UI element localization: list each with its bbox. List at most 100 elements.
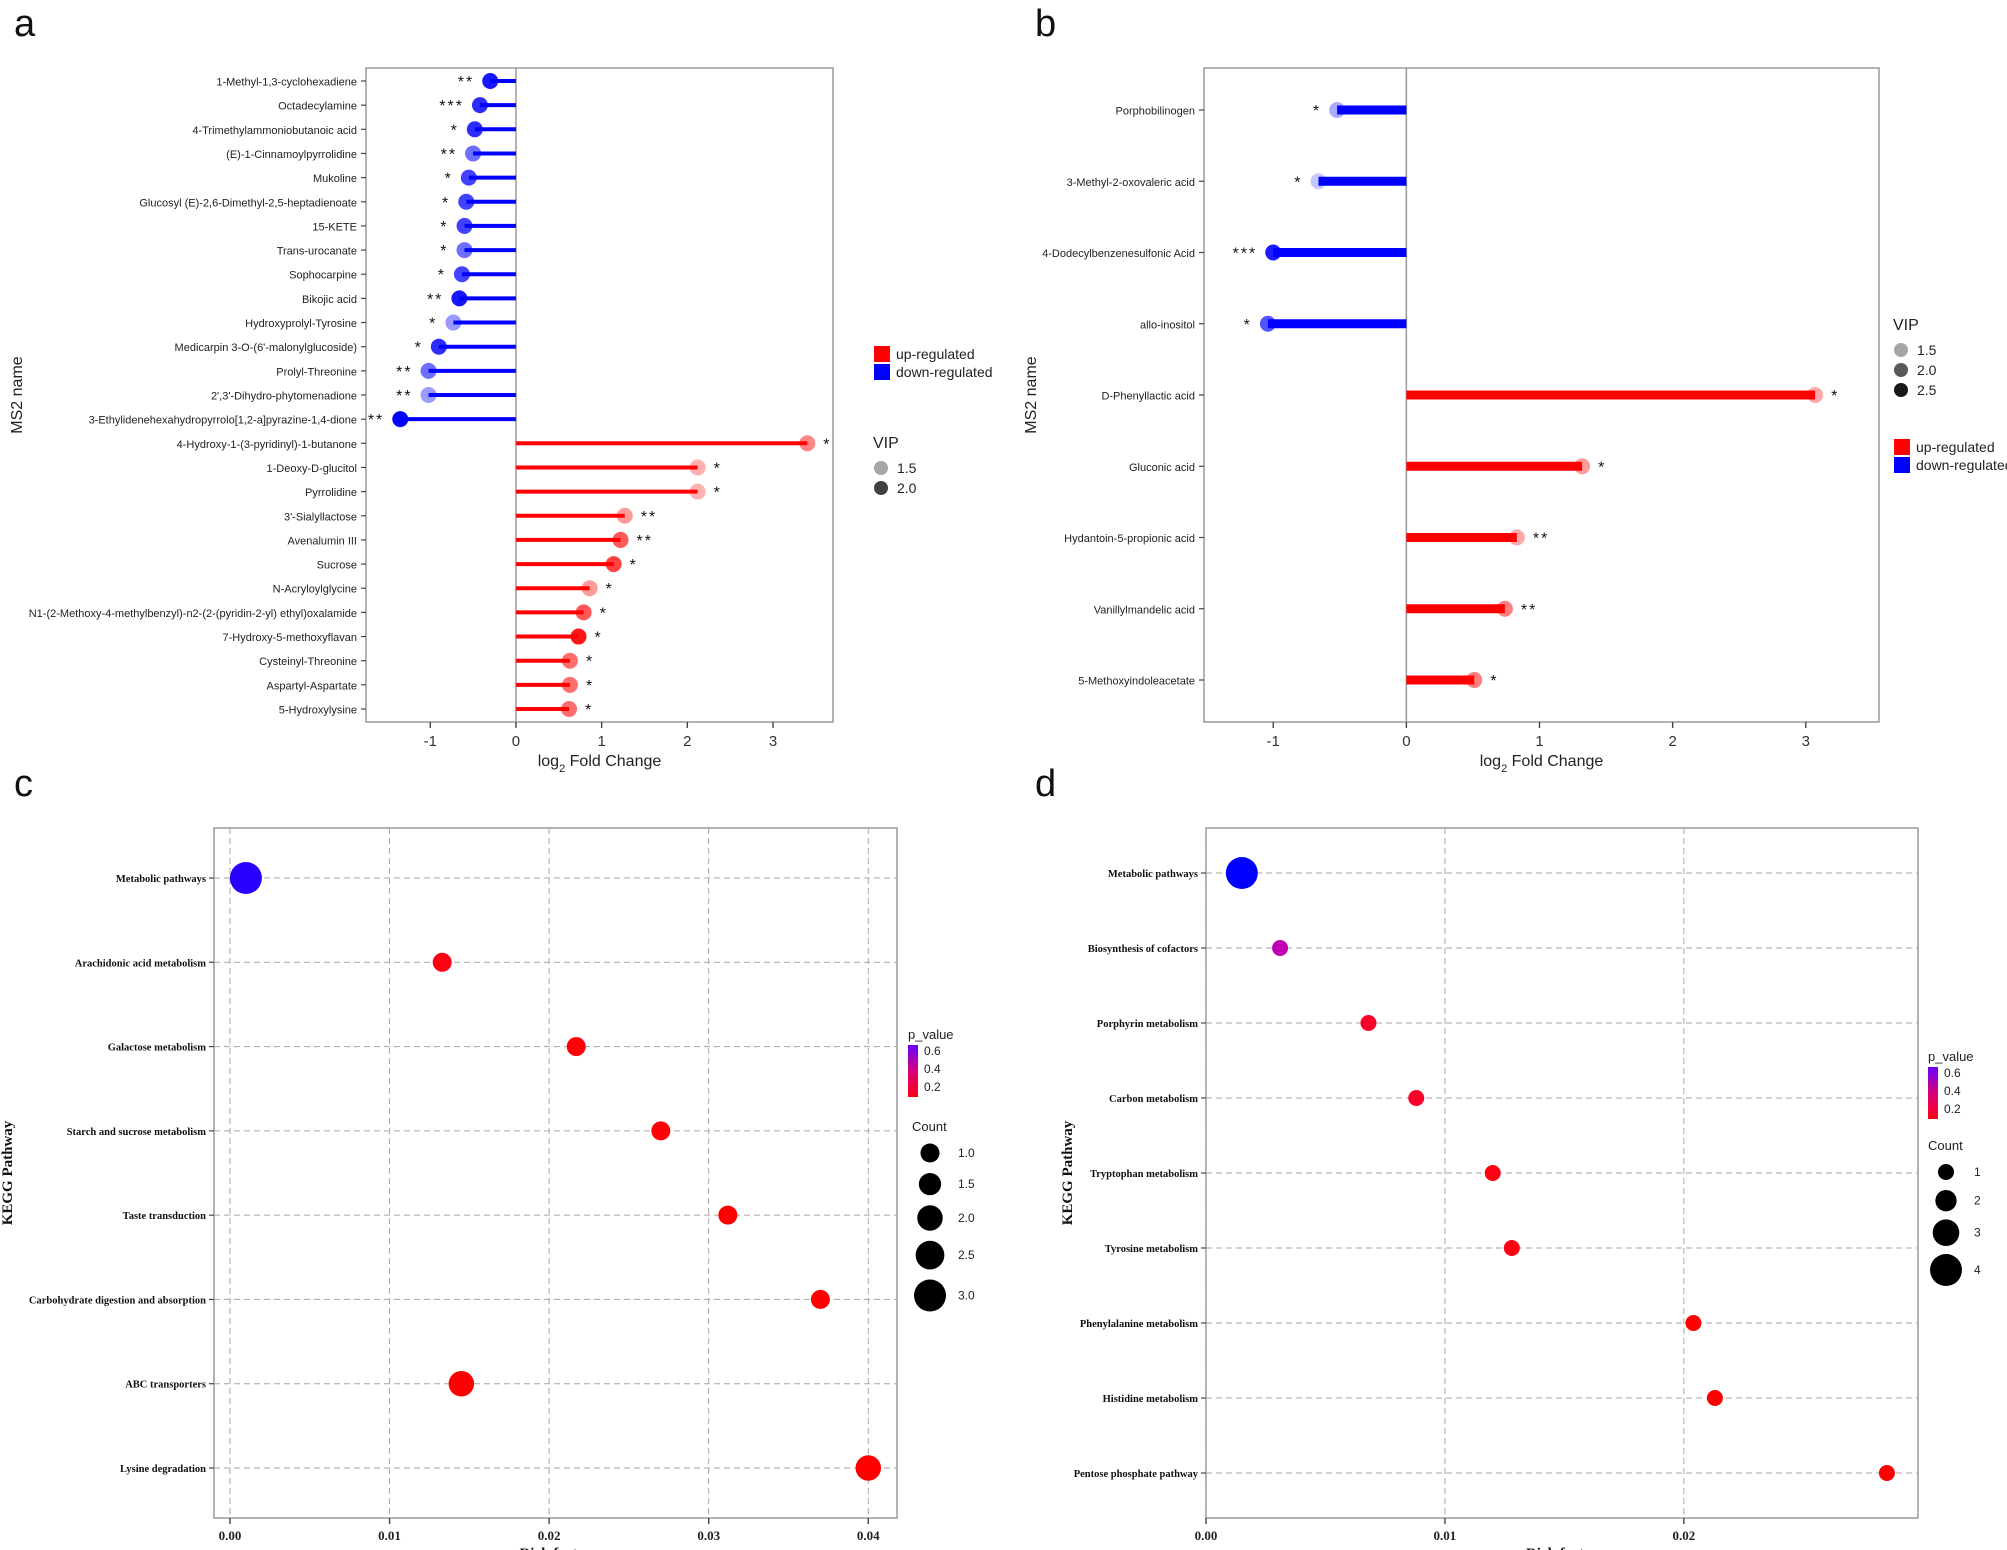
- x-axis-title: Rich factor: [519, 1546, 591, 1550]
- legend-pvalue-tick: 0.6: [924, 1044, 941, 1058]
- significance-label: *: [714, 485, 722, 502]
- legend-pvalue-tick: 0.6: [1944, 1066, 1961, 1080]
- lollipop-point: [465, 145, 482, 162]
- y-tick-label: Histidine metabolism: [1103, 1394, 1199, 1405]
- y-tick-label: (E)-1-Cinnamoylpyrrolidine: [226, 149, 357, 161]
- bubble-point: [651, 1121, 671, 1141]
- y-tick-label: 4-Hydroxy-1-(3-pyridinyl)-1-butanone: [177, 439, 357, 451]
- legend-count-dot: [1930, 1254, 1962, 1286]
- x-axis-title: Rich factor: [1526, 1546, 1598, 1550]
- lollipop-point: [466, 121, 483, 138]
- panel-letter-a: a: [14, 3, 36, 45]
- significance-label: *: [1294, 174, 1302, 191]
- legend-up-swatch: [874, 346, 890, 362]
- lollipop-point: [456, 242, 473, 259]
- lollipop-point: [561, 652, 578, 669]
- lollipop-point: [561, 701, 578, 717]
- significance-label: **: [396, 364, 412, 381]
- legend-vip-dot: [1894, 363, 1908, 377]
- x-tick-label: 2: [1668, 733, 1676, 750]
- significance-label: **: [441, 146, 457, 163]
- legend-pvalue-colorbar: [908, 1045, 918, 1097]
- significance-label: *: [714, 460, 722, 477]
- lollipop-point: [581, 580, 598, 597]
- y-tick-label: Aspartyl-Aspartate: [267, 680, 357, 692]
- lollipop-point: [1310, 173, 1327, 190]
- x-tick-label: 0.01: [378, 1528, 401, 1543]
- x-tick-label: 2: [683, 733, 691, 750]
- y-tick-label: D-Phenyllactic acid: [1101, 391, 1195, 403]
- y-axis-title: KEGG Pathway: [1060, 1120, 1076, 1225]
- legend-count-label: 3: [1974, 1226, 1981, 1240]
- x-tick-label: 0.00: [1195, 1528, 1218, 1543]
- legend-count-title: Count: [1928, 1138, 1963, 1153]
- lollipop-point: [561, 676, 578, 693]
- y-tick-label: N1-(2-Methoxy-4-methylbenzyl)-n2-(2-(pyr…: [29, 608, 357, 620]
- y-tick-label: Starch and sucrose metabolism: [67, 1127, 207, 1138]
- lollipop-point: [689, 459, 706, 476]
- legend-pvalue-title: p_value: [1928, 1049, 1974, 1064]
- x-axis-title: log2 Fold Change: [538, 753, 662, 775]
- y-axis-title: MS2 name: [9, 356, 26, 433]
- plot-frame: [213, 827, 898, 1519]
- y-tick-label: Mukoline: [313, 173, 357, 185]
- lollipop-point: [1807, 387, 1824, 403]
- lollipop-point: [1259, 315, 1276, 332]
- y-tick-label: Pyrrolidine: [305, 487, 357, 499]
- significance-label: *: [440, 219, 448, 236]
- y-tick-label: ABC transporters: [125, 1380, 206, 1391]
- lollipop-point: [445, 314, 462, 331]
- significance-label: *: [1244, 317, 1252, 334]
- legend-count-dot: [918, 1173, 942, 1196]
- lollipop-point: [453, 266, 470, 283]
- y-tick-label: Octadecylamine: [278, 101, 357, 113]
- y-tick-label: Carbon metabolism: [1109, 1094, 1198, 1105]
- y-tick-label: Trans-urocanate: [277, 246, 357, 258]
- y-tick-label: Gluconic acid: [1129, 462, 1195, 474]
- significance-label: ***: [439, 98, 464, 115]
- legend-count-dot: [1938, 1164, 1954, 1180]
- y-tick-label: 4-Trimethylammoniobutanoic acid: [192, 125, 357, 137]
- significance-label: *: [586, 678, 594, 695]
- significance-label: **: [1533, 531, 1549, 548]
- lollipop-point: [430, 338, 447, 355]
- x-tick-label: -1: [1267, 733, 1280, 750]
- y-tick-label: Porphobilinogen: [1115, 106, 1195, 118]
- bubble-point: [1272, 940, 1289, 956]
- lollipop-point: [612, 531, 629, 548]
- legend-vip-label: 2.0: [897, 480, 917, 496]
- y-tick-label: Metabolic pathways: [116, 874, 206, 885]
- lollipop-point: [420, 387, 437, 403]
- lollipop-point: [420, 362, 437, 379]
- panel-letter-d: d: [1035, 763, 1056, 805]
- significance-label: *: [586, 654, 594, 671]
- significance-label: **: [636, 533, 652, 550]
- lollipop-point: [605, 556, 622, 573]
- legend-pvalue-tick: 0.2: [1944, 1102, 1961, 1116]
- y-tick-label: Avenalumin III: [287, 535, 357, 547]
- lollipop-point: [1508, 529, 1525, 546]
- legend-count-label: 2: [1974, 1194, 1981, 1208]
- y-tick-label: Galactose metabolism: [108, 1043, 207, 1054]
- y-tick-label: Metabolic pathways: [1108, 869, 1198, 880]
- legend-down-swatch: [1894, 457, 1910, 473]
- legend-pvalue-tick: 0.4: [1944, 1084, 1961, 1098]
- significance-label: *: [600, 605, 608, 622]
- lollipop-point: [1466, 672, 1483, 688]
- y-tick-label: Carbohydrate digestion and absorption: [29, 1295, 206, 1306]
- legend-count-dot: [920, 1143, 940, 1163]
- y-tick-label: 5-Methoxyindoleacetate: [1078, 676, 1195, 688]
- y-tick-label: 3-Ethylidenehexahydropyrrolo[1,2-a]pyraz…: [89, 415, 357, 427]
- bubble-point: [810, 1289, 830, 1309]
- legend-count-label: 2.0: [958, 1211, 975, 1225]
- y-tick-label: Hydroxyprolyl-Tyrosine: [245, 318, 357, 330]
- bubble-point: [448, 1370, 475, 1397]
- y-tick-label: Glucosyl (E)-2,6-Dimethyl-2,5-heptadieno…: [139, 197, 357, 209]
- significance-label: *: [595, 630, 603, 647]
- significance-label: *: [585, 702, 593, 719]
- lollipop-point: [1496, 600, 1513, 617]
- significance-label: *: [1490, 673, 1498, 690]
- x-tick-label: 0.01: [1434, 1528, 1457, 1543]
- legend-pvalue-tick: 0.2: [924, 1080, 941, 1094]
- significance-label: **: [1521, 602, 1537, 619]
